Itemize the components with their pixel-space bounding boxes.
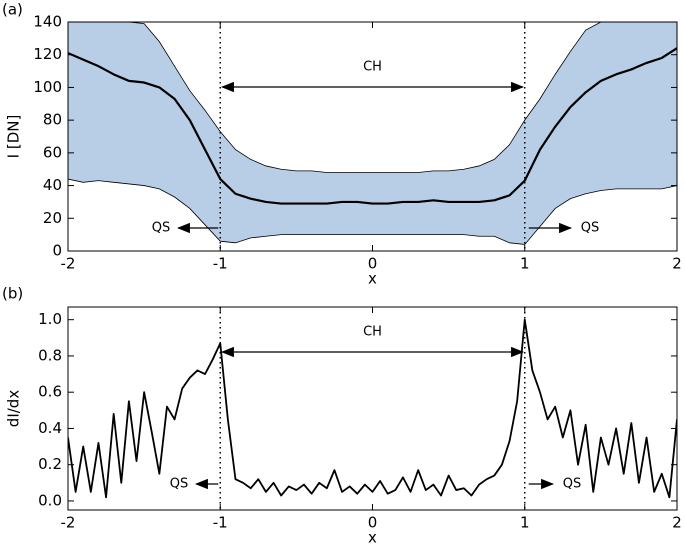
- data-line: [68, 47, 677, 205]
- x-tick-label: -1: [213, 255, 228, 273]
- annotation: CH: [363, 325, 382, 340]
- y-tick-label: 0.8: [38, 346, 62, 364]
- panel-label: (b): [2, 285, 23, 303]
- x-tick-label: 0: [368, 255, 378, 273]
- band: [68, 22, 677, 245]
- annotation: QS: [170, 477, 188, 492]
- y-tick-label: 0.4: [38, 419, 62, 437]
- y-axis-label: dI/dx: [5, 390, 23, 428]
- y-axis-label: I [DN]: [5, 115, 23, 159]
- x-tick-label: 1: [520, 514, 530, 532]
- annotation: QS: [563, 477, 581, 492]
- x-axis-label: x: [368, 529, 377, 544]
- y-tick-label: 0.2: [38, 455, 62, 473]
- x-axis-label: x: [368, 270, 377, 288]
- x-tick-label: -2: [61, 255, 76, 273]
- y-tick-label: 80: [43, 111, 62, 129]
- data-line: [68, 318, 677, 499]
- plot-area: [68, 22, 677, 245]
- x-tick-label: 1: [520, 255, 530, 273]
- y-tick-label: 100: [33, 78, 62, 96]
- x-tick-label: 2: [672, 514, 682, 532]
- annotation: CH: [363, 60, 382, 75]
- y-tick-label: 0.6: [38, 383, 62, 401]
- plot-area: [68, 318, 677, 499]
- annotation: QS: [581, 221, 599, 236]
- y-tick-label: 20: [43, 209, 62, 227]
- y-tick-label: 120: [33, 45, 62, 63]
- y-tick-label: 0.0: [38, 491, 62, 509]
- y-tick-label: 60: [43, 143, 62, 161]
- x-tick-label: 0: [368, 514, 378, 532]
- x-tick-label: -1: [213, 514, 228, 532]
- y-tick-label: 40: [43, 176, 62, 194]
- y-tick-label: 140: [33, 13, 62, 31]
- x-tick-label: -2: [61, 514, 76, 532]
- y-tick-label: 1.0: [38, 310, 62, 328]
- panel-label: (a): [2, 1, 23, 19]
- annotation: QS: [152, 221, 170, 236]
- x-tick-label: 2: [672, 255, 682, 273]
- y-tick-label: 0: [52, 242, 62, 260]
